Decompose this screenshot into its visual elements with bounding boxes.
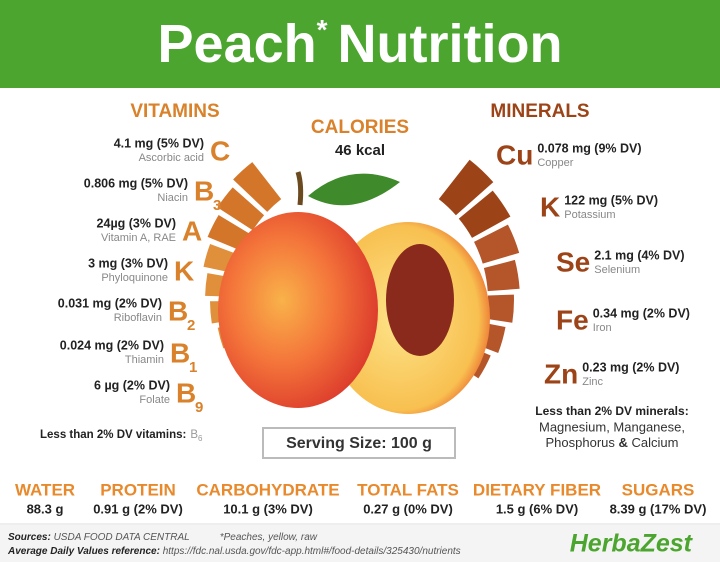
vitamin-amount: 6 µg (2% DV) — [94, 378, 170, 392]
peach-pit — [386, 244, 454, 356]
vitamin-letter: B — [194, 175, 214, 206]
vitamin-name: Niacin — [157, 192, 188, 204]
vitamin-letter: B — [170, 337, 190, 368]
vitamin-name: Riboflavin — [114, 312, 162, 324]
serving-size: Serving Size: 100 g — [286, 435, 432, 452]
vitamins-heading: VITAMINS — [130, 101, 219, 122]
vitamin-name: Ascorbic acid — [139, 152, 204, 164]
vitamin-letter: B — [176, 377, 196, 408]
macro-value: 8.39 g (17% DV) — [610, 501, 707, 516]
mineral-symbol: Zn — [544, 358, 578, 389]
title-rest: Nutrition — [338, 14, 563, 74]
vitamins-note-sub: 6 — [198, 434, 203, 443]
vitamin-name: Vitamin A, RAE — [101, 232, 176, 244]
minerals-heading: MINERALS — [490, 101, 589, 122]
minerals-note-amp: & — [619, 435, 628, 450]
vitamin-amount: 0.024 mg (2% DV) — [60, 338, 164, 352]
mineral-name: Potassium — [564, 209, 615, 221]
brand: HerbaZest — [570, 530, 694, 558]
calories-value: 46 kcal — [335, 142, 385, 159]
stem — [295, 171, 304, 206]
vitamins-note-text: Less than 2% DV vitamins: — [40, 429, 186, 441]
mineral-symbol: Cu — [496, 139, 533, 170]
vitamins-note: Less than 2% DV vitamins: B6 — [40, 429, 203, 443]
vitamin-wedge — [207, 215, 251, 251]
vitamin-name: Thiamin — [125, 354, 164, 366]
reference-label: Average Daily Values reference: — [7, 546, 160, 557]
vitamin-amount: 0.031 mg (2% DV) — [58, 296, 162, 310]
vitamin-letter: A — [182, 215, 202, 246]
vitamin-subscript: 3 — [213, 197, 221, 214]
vitamin-letter: B — [168, 295, 188, 326]
mineral-symbol: Se — [556, 246, 590, 277]
vitamin-letter: K — [174, 255, 194, 286]
mineral-symbol: K — [540, 191, 560, 222]
mineral-amount: 0.078 mg (9% DV) — [537, 141, 641, 155]
mineral-list: Cu 0.078 mg (9% DV) Copper K 122 mg (5% DV) P… — [496, 139, 690, 389]
vitamins-note-letter: B — [190, 429, 198, 441]
vitamin-subscript: 1 — [189, 359, 197, 376]
macros: WATER 88.3 g PROTEIN 0.91 g (2% DV) CARBOHYD… — [15, 480, 706, 516]
macro-value: 10.1 g (3% DV) — [223, 501, 313, 516]
calories-label: CALORIES — [311, 117, 409, 138]
mineral-wedge — [458, 190, 511, 238]
title: Peach* Nutrition — [158, 14, 563, 74]
minerals-note-line2: Phosphorus & Calcium — [546, 435, 679, 450]
minerals-note: Less than 2% DV minerals: — [535, 404, 688, 418]
minerals-note-line1: Magnesium, Manganese, — [539, 419, 685, 434]
title-main: Peach — [158, 14, 317, 74]
mineral-symbol: Fe — [556, 304, 589, 335]
vitamin-amount: 3 mg (3% DV) — [88, 256, 168, 270]
mineral-name: Copper — [537, 157, 573, 169]
sources: USDA FOOD DATA CENTRAL — [54, 532, 190, 543]
macro-label: CARBOHYDRATE — [196, 480, 339, 499]
macro-label: TOTAL FATS — [357, 480, 459, 499]
macro-value: 0.91 g (2% DV) — [93, 501, 183, 516]
sources-label: Sources: — [8, 532, 51, 543]
vitamin-name: Phyloquinone — [101, 272, 168, 284]
vitamin-list: 4.1 mg (5% DV) Ascorbic acid C 0.806 mg (5%… — [58, 135, 230, 416]
mineral-amount: 0.34 mg (2% DV) — [593, 306, 690, 320]
vitamin-wedge — [233, 162, 282, 212]
footer-band — [0, 525, 720, 562]
title-mark: * — [317, 14, 328, 45]
macro-value: 0.27 g (0% DV) — [363, 501, 453, 516]
macro-value: 1.5 g (6% DV) — [496, 501, 578, 516]
vitamin-subscript: 9 — [195, 399, 203, 416]
vitamin-amount: 24µg (3% DV) — [97, 216, 176, 230]
mineral-wedge — [486, 294, 514, 323]
vitamin-amount: 0.806 mg (5% DV) — [84, 176, 188, 190]
mineral-wedge — [474, 224, 520, 264]
mineral-name: Iron — [593, 322, 612, 334]
leaf — [308, 173, 400, 206]
serving-box — [262, 427, 456, 459]
mineral-amount: 2.1 mg (4% DV) — [594, 248, 684, 262]
vitamin-name: Folate — [139, 394, 170, 406]
mineral-name: Selenium — [594, 264, 640, 276]
macro-value: 88.3 g — [27, 501, 64, 516]
sources-note: *Peaches, yellow, raw — [220, 532, 318, 543]
vitamin-amount: 4.1 mg (5% DV) — [114, 136, 204, 150]
peach-whole — [218, 212, 378, 408]
reference-url: https://fdc.nal.usda.gov/fdc-app.html#/f… — [163, 546, 461, 557]
vitamin-subscript: 2 — [187, 317, 195, 334]
minerals-note-part: Phosphorus — [546, 435, 616, 450]
peach-illustration — [218, 171, 490, 414]
macro-label: DIETARY FIBER — [473, 480, 601, 499]
mineral-wedge — [483, 259, 520, 292]
macro-label: PROTEIN — [100, 480, 176, 499]
mineral-wedge — [438, 159, 494, 216]
mineral-amount: 122 mg (5% DV) — [564, 193, 658, 207]
header-band — [0, 0, 720, 88]
mineral-amount: 0.23 mg (2% DV) — [582, 360, 679, 374]
mineral-name: Zinc — [582, 376, 603, 388]
minerals-note-part: Calcium — [632, 435, 679, 450]
vitamin-wedge — [217, 187, 265, 231]
macro-label: SUGARS — [622, 480, 695, 499]
reference-line: Average Daily Values reference: https://… — [7, 546, 461, 557]
vitamin-letter: C — [210, 135, 230, 166]
macro-label: WATER — [15, 480, 75, 499]
sources-line: Sources: USDA FOOD DATA CENTRAL *Peaches,… — [8, 532, 318, 543]
